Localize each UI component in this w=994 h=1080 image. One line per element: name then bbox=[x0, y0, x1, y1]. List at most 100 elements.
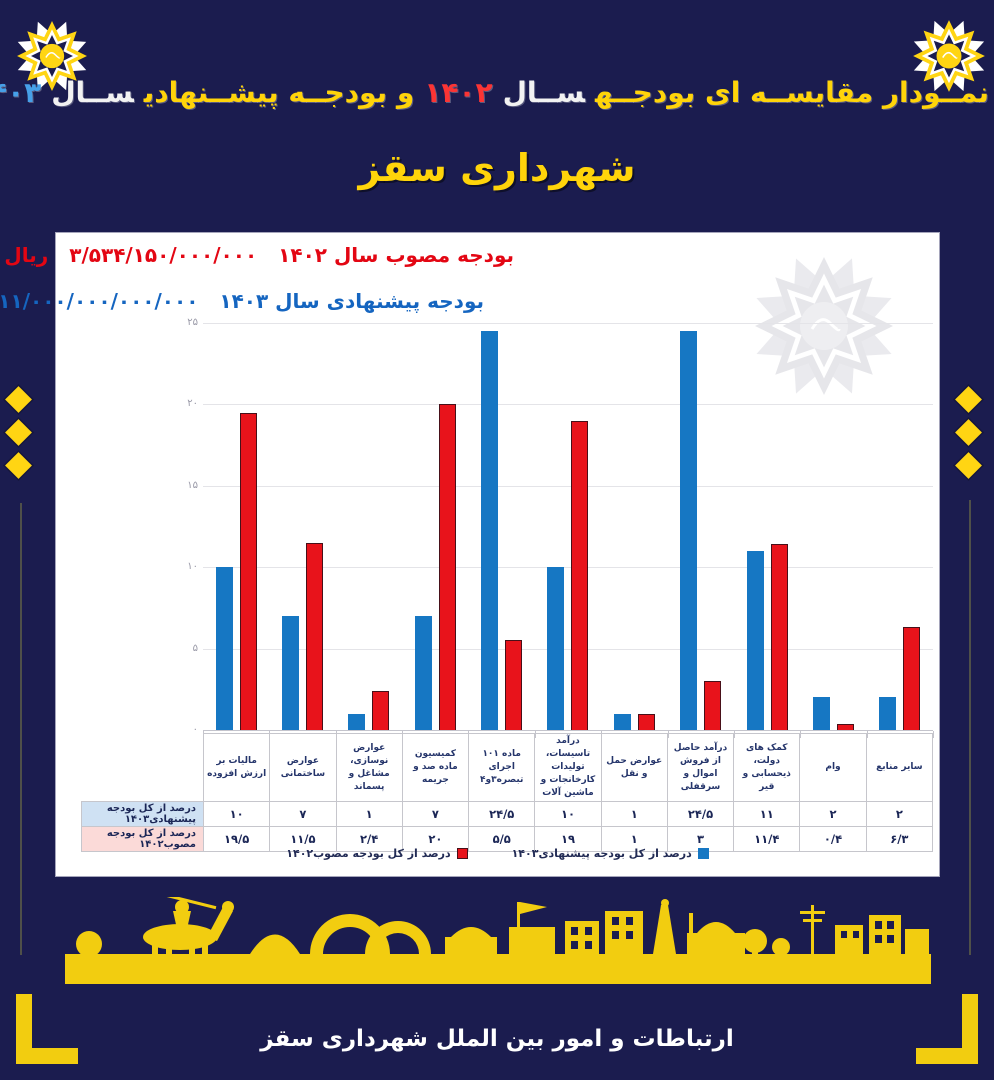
value-cell: ۲ bbox=[799, 801, 867, 828]
bar-proposed-1403 bbox=[680, 331, 698, 730]
bar-approved-1402 bbox=[770, 544, 788, 730]
bar-group bbox=[800, 323, 866, 730]
gridline bbox=[203, 404, 933, 406]
bar-group bbox=[336, 323, 402, 730]
value-cell: ۲۴/۵ bbox=[666, 801, 735, 828]
value-cell: ۷ bbox=[269, 801, 337, 828]
budget-amount: ۱۱/۰۰۰/۰۰۰/۰۰۰/۰۰۰ bbox=[0, 289, 199, 313]
y-tick-label: ۲۰ bbox=[187, 398, 198, 410]
y-tick-label: ۱۵ bbox=[187, 479, 198, 491]
title-part: و بودجــه پیشــنهادی bbox=[143, 76, 415, 109]
proposed-budget-1403-line: بودجه پیشنهادی سال ۱۴۰۳ ۱۱/۰۰۰/۰۰۰/۰۰۰/۰… bbox=[0, 289, 484, 313]
bar-approved-1402 bbox=[704, 681, 722, 730]
y-tick-label: ۰ bbox=[192, 724, 198, 735]
bar-approved-1402 bbox=[903, 627, 921, 730]
bar-approved-1402 bbox=[836, 723, 854, 730]
diamond-icon bbox=[5, 419, 32, 446]
bar-approved-1402 bbox=[637, 713, 655, 730]
legend-marker-icon bbox=[697, 848, 709, 859]
diamond-icon bbox=[5, 452, 32, 479]
title-part: ســال bbox=[51, 76, 134, 109]
page-title: نمــودار مقایســه ای بودجــه ســال ۱۴۰۲ و ب… bbox=[0, 76, 994, 109]
bar-proposed-1403 bbox=[879, 697, 897, 730]
legend-label: درصد از کل بودجه مصوب۱۴۰۲ bbox=[286, 847, 451, 860]
value-cell: ۱۰ bbox=[202, 801, 271, 828]
bar-group bbox=[402, 323, 468, 730]
legend-label: درصد از کل بودجه پیشنهادی۱۴۰۳ bbox=[511, 847, 692, 860]
footer-text: ارتباطات و امور بین الملل شهرداری سقز bbox=[260, 1026, 734, 1052]
category-header-cell: سایر منابع bbox=[865, 732, 934, 803]
gridline bbox=[203, 323, 933, 324]
diamond-icon bbox=[955, 419, 982, 446]
y-tick-label: ۱۰ bbox=[187, 561, 198, 573]
bar-group bbox=[601, 323, 667, 730]
value-cell: ۱ bbox=[335, 801, 403, 828]
x-tick bbox=[933, 731, 934, 738]
value-cell: ۲۰ bbox=[401, 826, 470, 853]
series-row-label: درصد از کل بودجه پیشنهادی۱۴۰۳ bbox=[81, 801, 204, 828]
diamond-icon bbox=[955, 452, 982, 479]
value-cell: ۶/۳ bbox=[865, 826, 934, 853]
data-table: مالیات بر ارزش افزوده عوارض ساختمانی عوارض… bbox=[81, 732, 934, 853]
budget-unit: ریال bbox=[4, 243, 49, 267]
bar-group bbox=[867, 323, 933, 730]
table-corner-cell bbox=[81, 733, 204, 802]
right-divider-line bbox=[969, 500, 971, 955]
category-header-cell: عوارض حمل و نقل bbox=[600, 732, 668, 803]
title-part: ســال bbox=[502, 76, 586, 109]
diamond-ornament-right bbox=[955, 383, 982, 482]
gridline bbox=[203, 567, 933, 569]
bar-proposed-1403 bbox=[481, 331, 499, 730]
category-header-cell: درآمد حاصل از فروش اموال و سرقفلی bbox=[666, 732, 735, 803]
bar-chart-plot-area bbox=[203, 323, 934, 738]
value-cell: ۷ bbox=[401, 801, 470, 828]
budget-label: بودجه پیشنهادی سال ۱۴۰۳ bbox=[219, 289, 484, 313]
bar-proposed-1403 bbox=[282, 616, 300, 730]
bar-proposed-1403 bbox=[215, 567, 233, 730]
value-cell: ۱۹ bbox=[534, 826, 602, 853]
category-header-cell: وام bbox=[799, 732, 867, 803]
category-header-cell: ماده ۱۰۱ اجرای تبصره۳و۴ bbox=[468, 732, 536, 803]
bar-proposed-1403 bbox=[613, 713, 631, 730]
title-part: ۱۴۰۲ bbox=[424, 76, 493, 109]
budget-label: بودجه مصوب سال ۱۴۰۲ bbox=[278, 243, 514, 267]
category-header-cell: عوارض ساختمانی bbox=[269, 732, 337, 803]
municipality-star-logo-left bbox=[14, 18, 90, 94]
bar-approved-1402 bbox=[505, 640, 523, 730]
gridline bbox=[203, 648, 933, 650]
bar-groups bbox=[203, 323, 933, 730]
bar-approved-1402 bbox=[239, 412, 257, 730]
bar-approved-1402 bbox=[438, 404, 456, 730]
legend-marker-icon bbox=[456, 848, 468, 859]
value-cell: ۱۱ bbox=[733, 801, 801, 828]
value-cell: ۱ bbox=[600, 801, 668, 828]
bar-group bbox=[269, 323, 335, 730]
y-tick-label: ۵ bbox=[192, 642, 198, 654]
bar-approved-1402 bbox=[306, 542, 324, 730]
diamond-ornament-left bbox=[5, 383, 32, 482]
category-header-cell: عوارض نوسازی، مشاغل و پسماند bbox=[335, 732, 403, 803]
value-cell: ۵/۵ bbox=[468, 826, 536, 853]
approved-budget-1402-line: بودجه مصوب سال ۱۴۰۲ ۳/۵۳۴/۱۵۰/۰۰۰/۰۰۰ ری… bbox=[4, 243, 514, 267]
y-tick-label: ۲۵ bbox=[187, 317, 198, 328]
bar-proposed-1403 bbox=[348, 713, 366, 730]
bar-approved-1402 bbox=[372, 690, 390, 730]
corner-bracket-right bbox=[916, 994, 978, 1064]
bar-group bbox=[535, 323, 601, 730]
gridline bbox=[203, 485, 933, 487]
diamond-icon bbox=[955, 386, 982, 413]
chart-legend: درصد از کل بودجه پیشنهادی۱۴۰۳ درصد از کل … bbox=[56, 847, 939, 860]
bar-proposed-1403 bbox=[812, 697, 830, 730]
bar-group bbox=[203, 323, 269, 730]
value-cell: ۱۱/۴ bbox=[733, 826, 801, 853]
category-header-cell: درآمد تاسیسات، تولیدات کارخانجات و ماشین… bbox=[534, 732, 602, 803]
title-part: ۱۴۰۳ bbox=[0, 76, 42, 109]
page-subtitle: شهرداری سقز bbox=[358, 146, 636, 190]
left-divider-line bbox=[20, 503, 22, 955]
bar-proposed-1403 bbox=[547, 567, 565, 730]
category-header-cell: کمک های دولت، ذیحسابی و قیر bbox=[733, 732, 801, 803]
value-cell: ۲/۴ bbox=[335, 826, 403, 853]
value-cell: ۲ bbox=[865, 801, 934, 828]
value-cell: ۲۴/۵ bbox=[468, 801, 536, 828]
